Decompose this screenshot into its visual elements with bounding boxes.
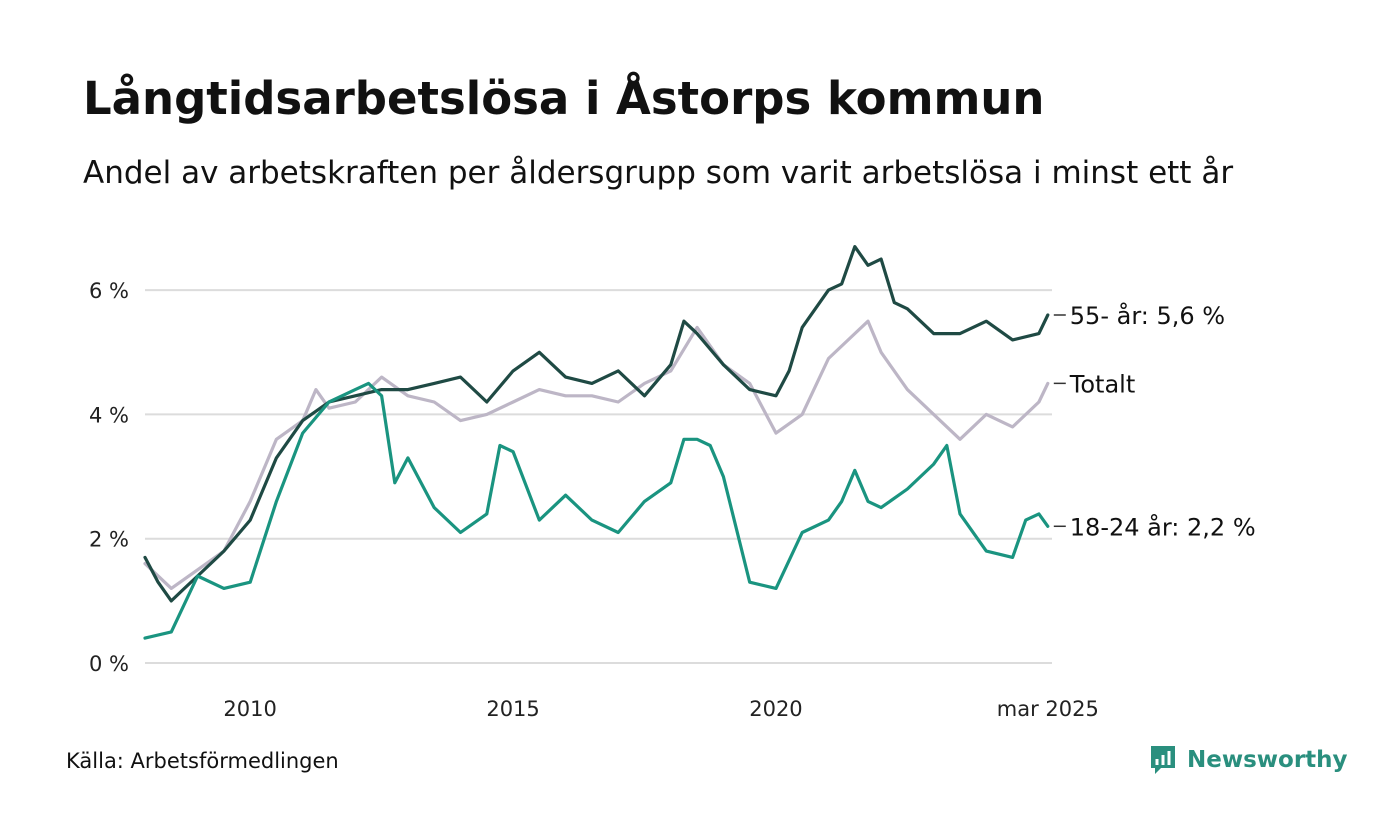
brand-name: Newsworthy [1187, 747, 1348, 773]
y-tick-label: 2 % [89, 528, 129, 552]
chart-subtitle: Andel av arbetskraften per åldersgrupp s… [83, 155, 1234, 191]
brand-logo: Newsworthy [1148, 744, 1348, 776]
y-tick-label: 4 % [89, 403, 129, 427]
y-axis-ticks: 0 % 2 % 4 % 6 % [89, 279, 129, 676]
chart-title: Långtidsarbetslösa i Åstorps kommun [83, 72, 1045, 125]
y-tick-label: 6 % [89, 279, 129, 303]
series-line-0 [143, 319, 1050, 591]
y-tick-label: 0 % [89, 652, 129, 676]
newsworthy-logo-icon [1151, 746, 1175, 774]
series-end-label: 18-24 år: 2,2 % [1070, 512, 1256, 541]
series-labels: Totalt 55- år: 5,6 % 18-24 år: 2,2 % [1053, 301, 1256, 541]
series-line-1 [143, 245, 1050, 603]
x-axis-ticks: 2010 2015 2020 mar 2025 [223, 697, 1098, 721]
x-tick-label: 2020 [749, 697, 802, 721]
series-end-label: 55- år: 5,6 % [1070, 301, 1225, 330]
x-tick-label: 2010 [223, 697, 276, 721]
series-lines [143, 245, 1050, 640]
series-end-label: Totalt [1069, 370, 1135, 398]
x-tick-label: mar 2025 [997, 697, 1099, 721]
grid-lines [145, 289, 1052, 664]
series-line-2 [143, 381, 1050, 640]
source-note: Källa: Arbetsförmedlingen [66, 749, 339, 773]
x-tick-label: 2015 [486, 697, 539, 721]
